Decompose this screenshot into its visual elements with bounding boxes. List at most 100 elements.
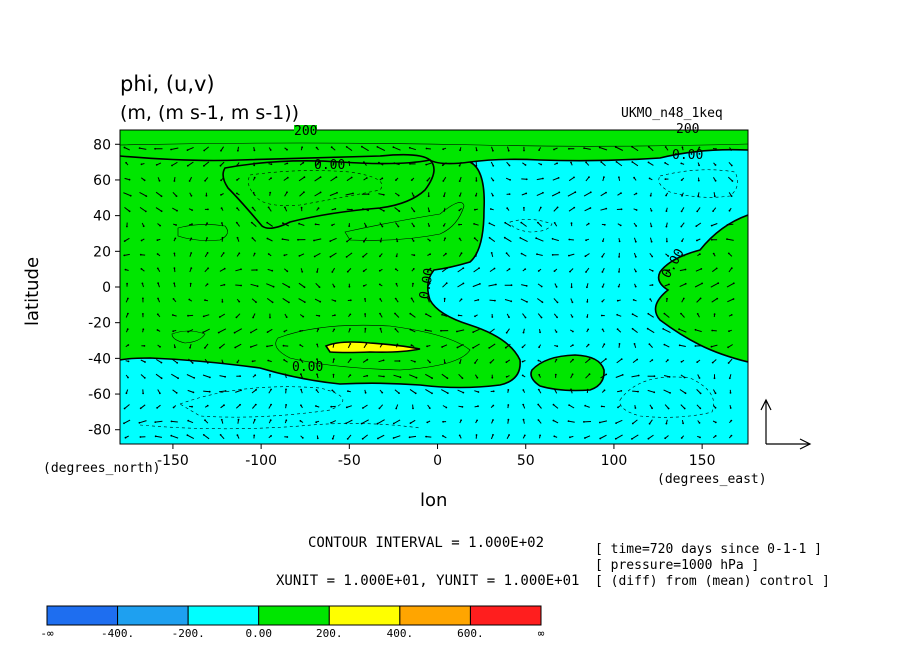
wind-vector-head [535,237,538,240]
wind-vector-head [730,434,733,437]
wind-vector-head [154,421,157,423]
wind-vector-head [412,407,414,410]
wind-vector [409,147,417,151]
wind-vector-head [392,146,395,149]
colorbar-segment [187,605,260,626]
wind-vector-head [443,195,445,198]
wind-vector-head [586,316,589,318]
wind-vector-head [365,177,368,179]
wind-vector [187,434,195,440]
wind-vector-head [589,191,592,194]
wind-vector [663,389,671,394]
wind-vector-head [616,313,619,316]
wind-vector-head [160,210,163,213]
wind-vector-head [286,436,289,438]
wind-vector-head [666,297,668,300]
wind-vector-head [240,284,243,287]
wind-vector-head [236,164,239,167]
wind-vector-head [204,299,206,301]
wind-vector [139,191,147,197]
wind-vector-head [426,421,429,424]
wind-vector-head [205,194,208,197]
wind-vector [553,207,558,212]
wind-vector-head [649,298,652,300]
wind-vector-head [588,176,590,179]
wind-vector-head [715,267,718,270]
wind-vector-head [160,195,163,198]
wind-vector-head [140,163,143,166]
wind-vector [632,313,638,318]
wind-vector-head [285,419,288,422]
wind-vector-head [507,149,510,152]
wind-vector-head [614,437,617,440]
wind-vector-head [394,268,397,270]
wind-vector-head [600,314,603,317]
wind-vector [202,374,211,378]
wind-vector-head [510,300,513,303]
wind-vector-head [221,301,224,303]
wind-vector [267,238,273,242]
wind-vector-head [588,373,591,376]
wind-vector-head [492,149,494,152]
wind-vector-head [157,282,160,285]
wind-vector-head [556,345,559,348]
wind-vector-head [584,404,587,407]
wind-vector-head [492,419,494,421]
wind-vector-head [653,375,656,378]
wind-vector-head [553,222,556,224]
wind-vector-head [206,252,209,254]
wind-vector-head [286,176,289,179]
wind-vector-head [255,388,257,391]
wind-vector-head [428,282,431,285]
wind-vector [219,268,225,272]
wind-vector-head [431,377,433,379]
wind-vector-head [286,148,288,151]
wind-vector-head [553,388,556,391]
wind-vector [346,146,353,152]
wind-vector-head [239,375,242,377]
wind-vector-head [126,225,128,228]
wind-vector [600,208,607,211]
wind-vector-head [584,255,587,258]
wind-vector-head [699,253,701,256]
wind-vector-head [585,161,587,164]
wind-vector [489,299,495,302]
wind-vector-head [206,404,209,407]
wind-vector-head [615,422,617,424]
wind-vector-head [239,403,242,406]
colorbar-segment [258,605,330,626]
wind-vector-head [186,434,189,437]
wind-vector-head [696,313,699,315]
wind-vector-head [603,176,605,179]
wind-vector [266,297,273,303]
wind-vector-head [315,421,318,424]
wind-vector-head [586,388,589,391]
wind-vector-head [269,419,272,422]
wind-vector-head [219,434,222,436]
wind-vector-head [170,148,173,151]
wind-vector [711,267,718,273]
wind-vector-head [508,193,511,196]
wind-vector-head [457,314,460,317]
wind-vector-head [379,298,382,300]
wind-vector-head [442,435,444,437]
wind-vector [378,193,384,196]
wind-vector-head [316,373,318,376]
wind-vector-head [574,191,577,194]
positive-region-south-blob [531,355,605,391]
wind-vector-head [716,297,719,300]
wind-vector-head [538,149,540,152]
wind-vector-head [713,313,716,315]
wind-vector-head [393,162,396,165]
wind-vector [488,343,496,349]
wind-vector-head [410,344,413,347]
wind-vector-head [696,210,699,213]
wind-vector-head [188,298,191,301]
wind-vector [585,373,590,379]
wind-vector-head [170,434,173,437]
wind-vector-head [668,376,671,378]
wind-vector-head [301,270,304,273]
wind-vector-head [281,238,284,241]
wind-vector [282,297,290,303]
wind-vector [171,435,179,439]
